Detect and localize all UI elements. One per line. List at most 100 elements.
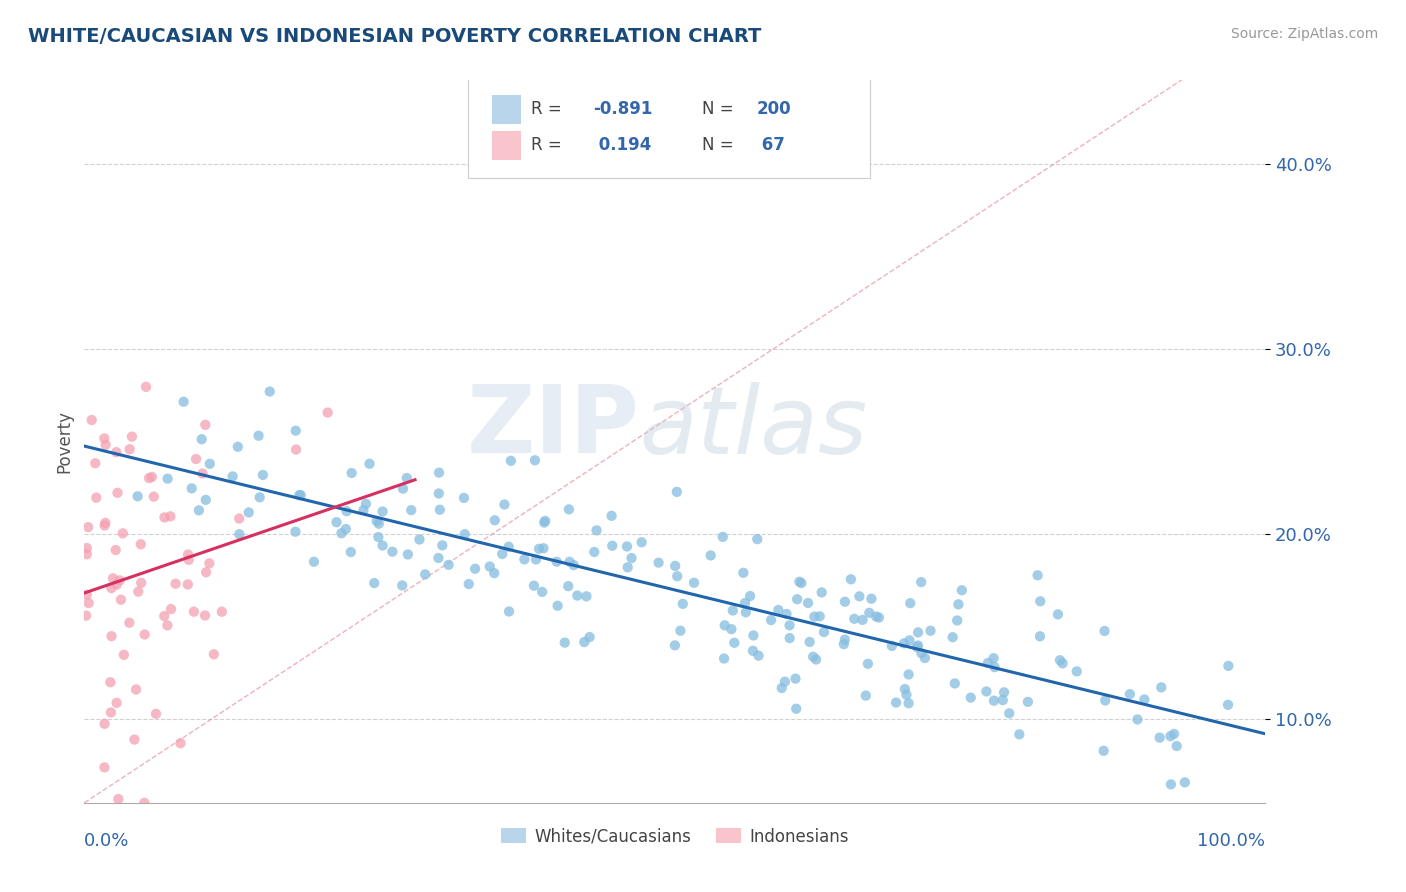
Point bbox=[523, 579, 546, 593]
Point bbox=[600, 539, 623, 553]
Point bbox=[562, 558, 585, 573]
Point bbox=[839, 572, 862, 586]
Point bbox=[884, 696, 907, 710]
Text: R =: R = bbox=[531, 100, 567, 118]
Point bbox=[153, 510, 176, 524]
Point bbox=[484, 513, 506, 527]
Point bbox=[77, 520, 100, 534]
Point bbox=[177, 548, 200, 562]
Point bbox=[600, 508, 623, 523]
Point bbox=[832, 637, 855, 651]
Point bbox=[948, 598, 970, 612]
Point bbox=[1092, 744, 1115, 758]
Point bbox=[173, 394, 195, 409]
FancyBboxPatch shape bbox=[468, 77, 870, 178]
Point bbox=[713, 651, 735, 665]
Point bbox=[427, 551, 450, 566]
Point bbox=[316, 405, 339, 419]
Point bbox=[118, 615, 141, 630]
Point bbox=[907, 639, 929, 653]
Point bbox=[898, 633, 921, 648]
Point bbox=[894, 681, 917, 696]
Point bbox=[546, 555, 568, 569]
Point bbox=[768, 603, 790, 617]
Point bbox=[683, 575, 706, 590]
Point bbox=[288, 488, 311, 502]
Text: WHITE/CAUCASIAN VS INDONESIAN POVERTY CORRELATION CHART: WHITE/CAUCASIAN VS INDONESIAN POVERTY CO… bbox=[28, 27, 762, 45]
Point bbox=[1159, 729, 1181, 743]
Point bbox=[194, 492, 217, 507]
Point bbox=[359, 457, 381, 471]
Point bbox=[851, 613, 873, 627]
Point bbox=[211, 605, 233, 619]
Point bbox=[998, 706, 1021, 721]
Point bbox=[454, 527, 477, 541]
Point bbox=[848, 590, 870, 604]
Point bbox=[330, 526, 353, 541]
Point bbox=[959, 690, 981, 705]
Point bbox=[942, 630, 965, 644]
Point bbox=[1046, 607, 1069, 622]
Point bbox=[983, 660, 1005, 674]
Point bbox=[159, 509, 181, 524]
Point bbox=[84, 456, 107, 470]
Text: atlas: atlas bbox=[640, 382, 868, 473]
Point bbox=[195, 566, 218, 580]
Point bbox=[247, 428, 270, 442]
Point bbox=[664, 639, 686, 653]
Point bbox=[221, 469, 243, 483]
Point bbox=[773, 674, 796, 689]
Point bbox=[747, 532, 769, 546]
Point bbox=[187, 503, 209, 517]
Point bbox=[76, 547, 98, 561]
Point bbox=[920, 624, 942, 638]
Point bbox=[121, 429, 143, 443]
Point bbox=[125, 682, 148, 697]
Point bbox=[371, 539, 394, 553]
Point bbox=[238, 505, 260, 519]
Point bbox=[145, 706, 167, 721]
Point bbox=[742, 644, 765, 658]
Point bbox=[808, 609, 831, 624]
Point bbox=[759, 613, 782, 627]
Point bbox=[93, 760, 115, 774]
Point bbox=[567, 589, 589, 603]
Point bbox=[865, 609, 887, 624]
Point bbox=[1174, 775, 1197, 789]
Point bbox=[907, 625, 929, 640]
Point bbox=[498, 604, 520, 618]
Point bbox=[228, 511, 250, 525]
Text: 0.0%: 0.0% bbox=[84, 831, 129, 850]
Point bbox=[742, 628, 765, 642]
Point bbox=[898, 596, 921, 610]
Point bbox=[748, 648, 770, 663]
Point bbox=[513, 552, 536, 566]
Point bbox=[1052, 657, 1074, 671]
Point bbox=[554, 635, 576, 649]
Point bbox=[1094, 624, 1116, 638]
Text: 200: 200 bbox=[756, 100, 792, 118]
Point bbox=[184, 452, 207, 467]
Point bbox=[785, 672, 807, 686]
Point bbox=[775, 607, 797, 621]
Point bbox=[1029, 594, 1052, 608]
Point bbox=[1166, 739, 1188, 753]
Point bbox=[531, 585, 554, 599]
Point bbox=[198, 557, 221, 571]
Point bbox=[1216, 698, 1239, 712]
Point bbox=[616, 540, 638, 554]
Point bbox=[1119, 687, 1142, 701]
Point bbox=[1149, 731, 1171, 745]
Point bbox=[734, 605, 756, 619]
Point bbox=[499, 454, 522, 468]
Text: 0.194: 0.194 bbox=[593, 136, 652, 154]
Point bbox=[897, 696, 920, 710]
Point bbox=[413, 567, 436, 582]
Point bbox=[191, 467, 214, 481]
Point bbox=[249, 491, 271, 505]
Text: 67: 67 bbox=[756, 136, 785, 154]
Point bbox=[464, 562, 486, 576]
Point bbox=[153, 609, 176, 624]
Point bbox=[494, 498, 516, 512]
Point bbox=[228, 527, 250, 541]
